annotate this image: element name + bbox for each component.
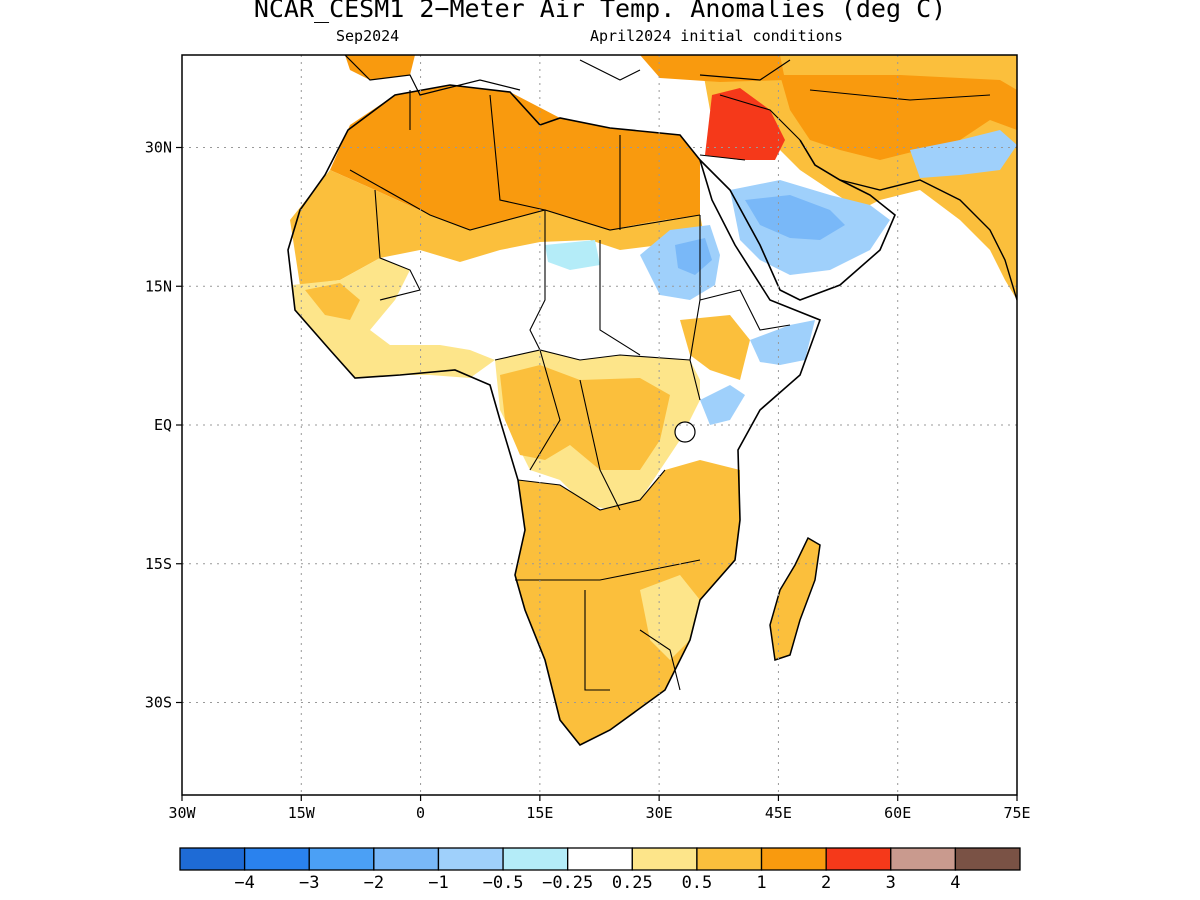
anomaly-westcoast-0.5to1: [305, 283, 360, 320]
country-borders: [349, 89, 991, 691]
coastline-asia: [839, 179, 1017, 301]
lat-tick-label: 15S: [145, 555, 172, 573]
anomaly-sahel-0.5to1: [290, 170, 705, 285]
anomaly-central-0.5to1: [500, 365, 670, 470]
lon-tick-label: 0: [416, 804, 425, 822]
grid-lines: [182, 55, 1017, 795]
colorbar-label: −2: [364, 873, 384, 893]
colorbar-swatch: [760, 847, 827, 871]
colorbar-swatch: [179, 847, 246, 871]
colorbar-label: −4: [234, 873, 254, 893]
anomaly-iran-neg: [910, 130, 1017, 178]
colorbar-label: −0.25: [542, 873, 593, 893]
colorbar-swatch: [631, 847, 698, 871]
lon-tick-label: 15W: [288, 804, 316, 822]
colorbar-label: 3: [886, 873, 896, 893]
colorbar-swatch: [437, 847, 504, 871]
colorbar-swatch: [567, 847, 633, 871]
colorbar-swatch: [373, 847, 440, 871]
colorbar-swatch: [890, 847, 957, 871]
anomaly-europe-south: [345, 55, 415, 80]
colorbar-swatch: [243, 847, 310, 871]
lon-tick-label: 30E: [646, 804, 673, 822]
lake-victoria: [674, 421, 696, 443]
coastline-med: [344, 55, 791, 96]
colorbar-swatch: [502, 847, 569, 871]
anomaly-turkey: [640, 55, 785, 82]
colorbar-label: 1: [756, 873, 766, 893]
anomaly-horn-neg: [750, 320, 815, 365]
colorbar-swatch: [696, 847, 763, 871]
lat-tick-label: 30N: [145, 139, 172, 157]
lat-tick-label: 15N: [145, 277, 172, 295]
lon-tick-label: 45E: [765, 804, 792, 822]
lon-tick-label: 60E: [884, 804, 911, 822]
anomaly-kenya-neg: [700, 385, 745, 425]
colorbar-label: 0.25: [612, 873, 653, 893]
anomaly-sahara-1to2: [330, 85, 700, 230]
anomaly-chad-neg: [545, 240, 600, 270]
lat-axis: 30N 15N EQ 15S 30S: [145, 139, 182, 712]
colorbar-swatch: [308, 847, 375, 871]
colorbar-swatch: [954, 847, 1021, 871]
colorbar-label: 4: [950, 873, 960, 893]
coastline-africa: [287, 84, 822, 747]
lon-tick-label: 15E: [526, 804, 553, 822]
anomaly-iraq-2to3: [705, 88, 785, 160]
colorbar-label: 2: [821, 873, 831, 893]
lon-tick-label: 30W: [168, 804, 196, 822]
lon-tick-label: 75E: [1003, 804, 1030, 822]
lat-tick-label: 30S: [145, 694, 172, 712]
colorbar-label: 0.5: [682, 873, 713, 893]
anomaly-madagascar: [769, 536, 821, 661]
initial-conditions: April2024 initial conditions: [590, 27, 843, 45]
anomaly-arabia-neg2: [745, 195, 845, 240]
lat-tick-label: EQ: [154, 416, 172, 434]
anomaly-south-0.25to0.5: [640, 575, 700, 660]
anomaly-east-0.5to1: [680, 315, 750, 380]
colorbar-label: −1: [428, 873, 448, 893]
colorbar-label: −3: [299, 873, 319, 893]
lon-axis: 30W 15W 0 15E 30E 45E 60E 75E: [168, 795, 1031, 822]
anomaly-sudan-neg2: [675, 238, 712, 275]
coastline-arabia: [699, 139, 896, 301]
forecast-month: Sep2024: [336, 27, 400, 45]
map-area: [287, 55, 1017, 747]
anomaly-south-0.5to1: [515, 460, 740, 745]
page-title: NCAR_CESM1 2−Meter Air Temp. Anomalies (…: [253, 0, 947, 23]
colorbar: −4 −3 −2 −1 −0.5 −0.25 0.25 0.5 1 2 3 4: [179, 847, 1021, 893]
colorbar-swatch: [825, 847, 892, 871]
colorbar-label: −0.5: [483, 873, 524, 893]
anomaly-iran-1to2: [780, 75, 1017, 160]
